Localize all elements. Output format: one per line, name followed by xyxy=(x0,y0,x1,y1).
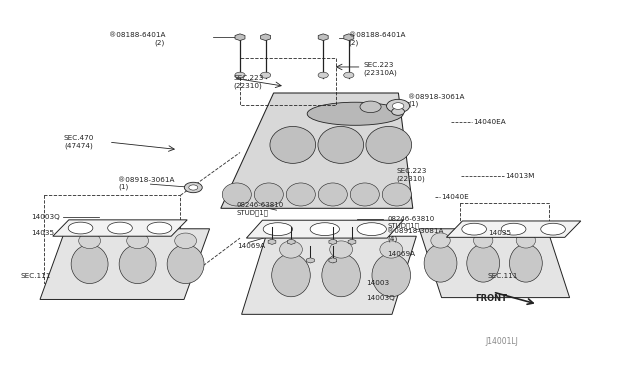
Ellipse shape xyxy=(307,102,403,125)
Polygon shape xyxy=(447,221,581,237)
Ellipse shape xyxy=(350,183,380,206)
Text: ®08918-3061A
(1): ®08918-3061A (1) xyxy=(408,94,465,107)
Circle shape xyxy=(184,182,202,193)
Text: J14001LJ: J14001LJ xyxy=(485,337,518,346)
Text: SEC.223
(22310A): SEC.223 (22310A) xyxy=(364,62,397,76)
Ellipse shape xyxy=(357,223,387,235)
Ellipse shape xyxy=(175,233,196,248)
Ellipse shape xyxy=(147,222,172,234)
Ellipse shape xyxy=(68,222,93,234)
Ellipse shape xyxy=(330,241,353,258)
Text: 14013M: 14013M xyxy=(506,173,535,179)
Ellipse shape xyxy=(462,223,486,235)
Polygon shape xyxy=(40,229,209,299)
Text: 14035: 14035 xyxy=(31,230,54,235)
Ellipse shape xyxy=(372,254,410,297)
Ellipse shape xyxy=(167,245,204,283)
Circle shape xyxy=(344,72,354,78)
Text: 14069A: 14069A xyxy=(237,243,265,248)
Text: 14040E: 14040E xyxy=(442,194,469,200)
Text: 08246-63810
STUD（1）: 08246-63810 STUD（1） xyxy=(387,216,435,229)
Ellipse shape xyxy=(516,233,536,248)
Text: ®08188-6401A
(2): ®08188-6401A (2) xyxy=(109,32,165,46)
Text: 14069A: 14069A xyxy=(387,251,415,257)
Ellipse shape xyxy=(310,223,339,235)
Ellipse shape xyxy=(467,244,500,282)
Ellipse shape xyxy=(119,245,156,283)
Text: 14003Q: 14003Q xyxy=(366,295,395,301)
Ellipse shape xyxy=(431,233,450,248)
Text: SEC.111: SEC.111 xyxy=(20,273,51,279)
Text: 14040EA: 14040EA xyxy=(474,119,506,125)
Text: 14003: 14003 xyxy=(366,280,389,286)
Ellipse shape xyxy=(501,223,526,235)
Text: SEC.223
(22310): SEC.223 (22310) xyxy=(234,75,264,89)
Ellipse shape xyxy=(280,241,302,258)
Text: SEC.111: SEC.111 xyxy=(488,273,518,279)
Text: ®08188-6401A
(2): ®08188-6401A (2) xyxy=(349,32,405,46)
Ellipse shape xyxy=(322,254,360,297)
Polygon shape xyxy=(221,93,413,208)
Ellipse shape xyxy=(71,245,108,283)
Ellipse shape xyxy=(360,101,381,113)
Circle shape xyxy=(235,72,245,78)
Ellipse shape xyxy=(318,183,348,206)
Text: 14035: 14035 xyxy=(488,230,511,235)
Polygon shape xyxy=(52,220,187,236)
Ellipse shape xyxy=(509,244,542,282)
Ellipse shape xyxy=(254,183,284,206)
Circle shape xyxy=(387,99,410,113)
Ellipse shape xyxy=(541,223,565,235)
Polygon shape xyxy=(419,229,570,298)
Ellipse shape xyxy=(366,126,412,163)
Ellipse shape xyxy=(318,126,364,163)
Ellipse shape xyxy=(270,126,316,163)
Polygon shape xyxy=(246,220,403,238)
Ellipse shape xyxy=(286,183,316,206)
Ellipse shape xyxy=(272,254,310,297)
Text: SEC.470
(47474): SEC.470 (47474) xyxy=(64,135,94,149)
Text: ®08918-3061A
(1): ®08918-3061A (1) xyxy=(118,177,175,190)
Ellipse shape xyxy=(108,222,132,234)
Text: SEC.223
(22310): SEC.223 (22310) xyxy=(397,168,427,182)
Text: 08246-63810
STUD（1）: 08246-63810 STUD（1） xyxy=(237,202,284,216)
Ellipse shape xyxy=(424,244,457,282)
Circle shape xyxy=(260,72,271,78)
Ellipse shape xyxy=(474,233,493,248)
Polygon shape xyxy=(242,236,417,314)
Ellipse shape xyxy=(127,233,148,248)
Ellipse shape xyxy=(222,183,252,206)
Text: 14003Q: 14003Q xyxy=(31,214,60,219)
Text: FRONT: FRONT xyxy=(475,294,507,303)
Ellipse shape xyxy=(380,241,403,258)
Ellipse shape xyxy=(79,233,100,248)
Circle shape xyxy=(392,103,404,109)
Circle shape xyxy=(392,108,404,115)
Text: ®08918-3081A
(4): ®08918-3081A (4) xyxy=(387,228,444,242)
Ellipse shape xyxy=(382,183,412,206)
Circle shape xyxy=(318,72,328,78)
Circle shape xyxy=(189,185,198,190)
Ellipse shape xyxy=(263,223,292,235)
